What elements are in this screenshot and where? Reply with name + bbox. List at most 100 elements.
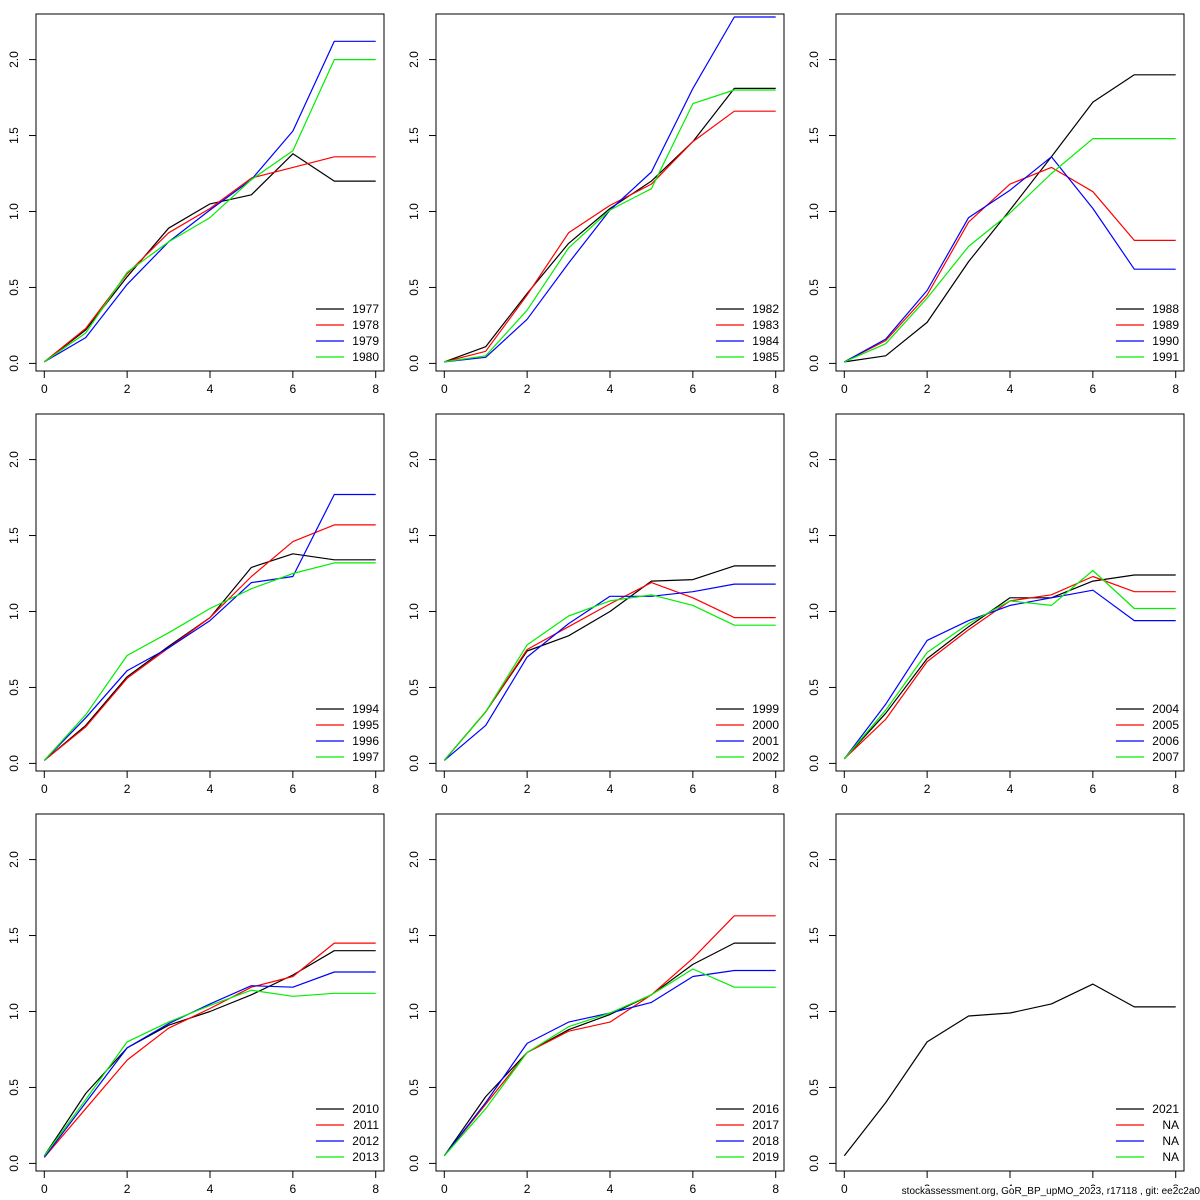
x-tick-label: 0 xyxy=(41,1182,48,1196)
y-tick-label: 1.5 xyxy=(7,927,21,944)
legend-label: 2005 xyxy=(1152,718,1179,732)
x-tick-label: 0 xyxy=(441,382,448,396)
series-line-1980 xyxy=(43,58,376,363)
legend-label: 2002 xyxy=(752,750,779,764)
legend-label: 2007 xyxy=(1152,750,1179,764)
x-tick-label: 2 xyxy=(124,782,131,796)
x-tick-label: 4 xyxy=(607,1182,614,1196)
panel-7: 0 2 4 6 8 0.0 0.5 1.0 1.5 2.0 2010 2011 2012 2013 xyxy=(7,813,385,1196)
x-tick-label: 0 xyxy=(841,382,848,396)
legend-label: 2011 xyxy=(353,1118,379,1132)
y-tick-label: 1.0 xyxy=(807,1003,821,1020)
series-line-2021 xyxy=(843,983,1176,1157)
y-tick-label: 2.0 xyxy=(407,851,421,868)
x-tick-label: 4 xyxy=(207,382,214,396)
x-tick-label: 6 xyxy=(690,382,697,396)
series-line-2017 xyxy=(443,915,776,1157)
y-tick-label: 0.5 xyxy=(807,679,821,696)
y-tick-label: 0.0 xyxy=(807,755,821,772)
series-line-1996 xyxy=(43,493,376,761)
series-line-1999 xyxy=(443,565,776,761)
legend-label: 2001 xyxy=(752,734,779,748)
x-tick-label: 8 xyxy=(772,782,779,796)
legend-label: 1990 xyxy=(1152,334,1179,348)
x-tick-label: 4 xyxy=(607,382,614,396)
y-tick-label: 0.0 xyxy=(407,1155,421,1172)
y-tick-label: 1.0 xyxy=(407,203,421,220)
x-tick-label: 4 xyxy=(607,782,614,796)
legend-label: NA xyxy=(1162,1150,1179,1164)
series-line-2002 xyxy=(443,594,776,761)
y-tick-label: 1.5 xyxy=(807,127,821,144)
legend-label: 1996 xyxy=(352,734,379,748)
x-tick-label: 4 xyxy=(207,1182,214,1196)
legend-label: 2018 xyxy=(752,1134,779,1148)
legend-label: 1994 xyxy=(352,702,379,716)
y-tick-label: 0.5 xyxy=(7,1079,21,1096)
legend-label: 2012 xyxy=(352,1134,379,1148)
y-tick-label: 0.5 xyxy=(407,679,421,696)
panel-6: 0 2 4 6 8 0.0 0.5 1.0 1.5 2.0 2004 2005 2006 2007 xyxy=(807,413,1185,796)
series-line-1991 xyxy=(844,138,1176,363)
plot-frame xyxy=(35,413,385,772)
legend-label: 1997 xyxy=(352,750,379,764)
legend-label: 2021 xyxy=(1152,1102,1179,1116)
series-line-2000 xyxy=(443,581,776,761)
x-tick-label: 0 xyxy=(841,1182,848,1196)
series-line-1989 xyxy=(844,166,1176,363)
legend-label: 1982 xyxy=(752,302,779,316)
x-tick-label: 8 xyxy=(1172,382,1179,396)
x-tick-label: 0 xyxy=(841,782,848,796)
y-tick-label: 0.5 xyxy=(407,1079,421,1096)
legend-label: 2013 xyxy=(352,1150,379,1164)
x-tick-label: 8 xyxy=(772,382,779,396)
y-tick-label: 0.0 xyxy=(7,355,21,372)
y-tick-label: 0.0 xyxy=(7,755,21,772)
legend-label: 1977 xyxy=(352,302,379,316)
series-line-1982 xyxy=(444,87,776,363)
x-tick-label: 0 xyxy=(41,382,48,396)
series-line-1990 xyxy=(844,156,1176,363)
y-tick-label: 2.0 xyxy=(7,51,21,68)
series-line-1988 xyxy=(844,74,1176,363)
y-tick-label: 2.0 xyxy=(7,851,21,868)
legend-label: 1991 xyxy=(1152,350,1179,364)
panel-1: 0 2 4 6 8 0.0 0.5 1.0 1.5 2.0 1977 1978 1979 1980 xyxy=(7,13,385,396)
plot-frame xyxy=(35,813,385,1172)
y-tick-label: 1.0 xyxy=(7,603,21,620)
x-tick-label: 4 xyxy=(1007,382,1014,396)
series-line-2018 xyxy=(443,969,776,1157)
legend-label: 1978 xyxy=(352,318,379,332)
series-line-2004 xyxy=(843,574,1176,760)
y-tick-label: 0.5 xyxy=(807,279,821,296)
y-tick-label: 0.5 xyxy=(7,679,21,696)
legend-label: 2000 xyxy=(752,718,779,732)
legend-label: NA xyxy=(1162,1134,1179,1148)
series-line-1983 xyxy=(444,110,776,363)
series-line-2016 xyxy=(443,942,776,1157)
legend-label: 2017 xyxy=(752,1118,779,1132)
panel-4: 0 2 4 6 8 0.0 0.5 1.0 1.5 2.0 1994 1995 1996 1997 xyxy=(7,413,385,796)
x-tick-label: 6 xyxy=(1090,782,1097,796)
y-tick-label: 1.5 xyxy=(7,127,21,144)
plot-frame xyxy=(835,813,1185,1172)
y-tick-label: 1.0 xyxy=(807,203,821,220)
series-line-2013 xyxy=(43,989,376,1157)
legend-label: 2019 xyxy=(752,1150,779,1164)
x-tick-label: 6 xyxy=(290,1182,297,1196)
x-tick-label: 6 xyxy=(290,382,297,396)
panel-3: 0 2 4 6 8 0.0 0.5 1.0 1.5 2.0 1988 1989 1990 1991 xyxy=(807,13,1185,396)
series-line-1985 xyxy=(444,89,776,363)
legend-label: 1983 xyxy=(752,318,779,332)
y-tick-label: 2.0 xyxy=(807,51,821,68)
series-line-2006 xyxy=(843,589,1176,760)
y-tick-label: 2.0 xyxy=(407,451,421,468)
series-line-1995 xyxy=(43,524,376,761)
x-tick-label: 2 xyxy=(124,382,131,396)
series-line-2011 xyxy=(43,942,376,1158)
y-tick-label: 0.5 xyxy=(807,1079,821,1096)
x-tick-label: 2 xyxy=(524,1182,531,1196)
series-line-1997 xyxy=(43,562,376,761)
y-tick-label: 0.5 xyxy=(407,279,421,296)
